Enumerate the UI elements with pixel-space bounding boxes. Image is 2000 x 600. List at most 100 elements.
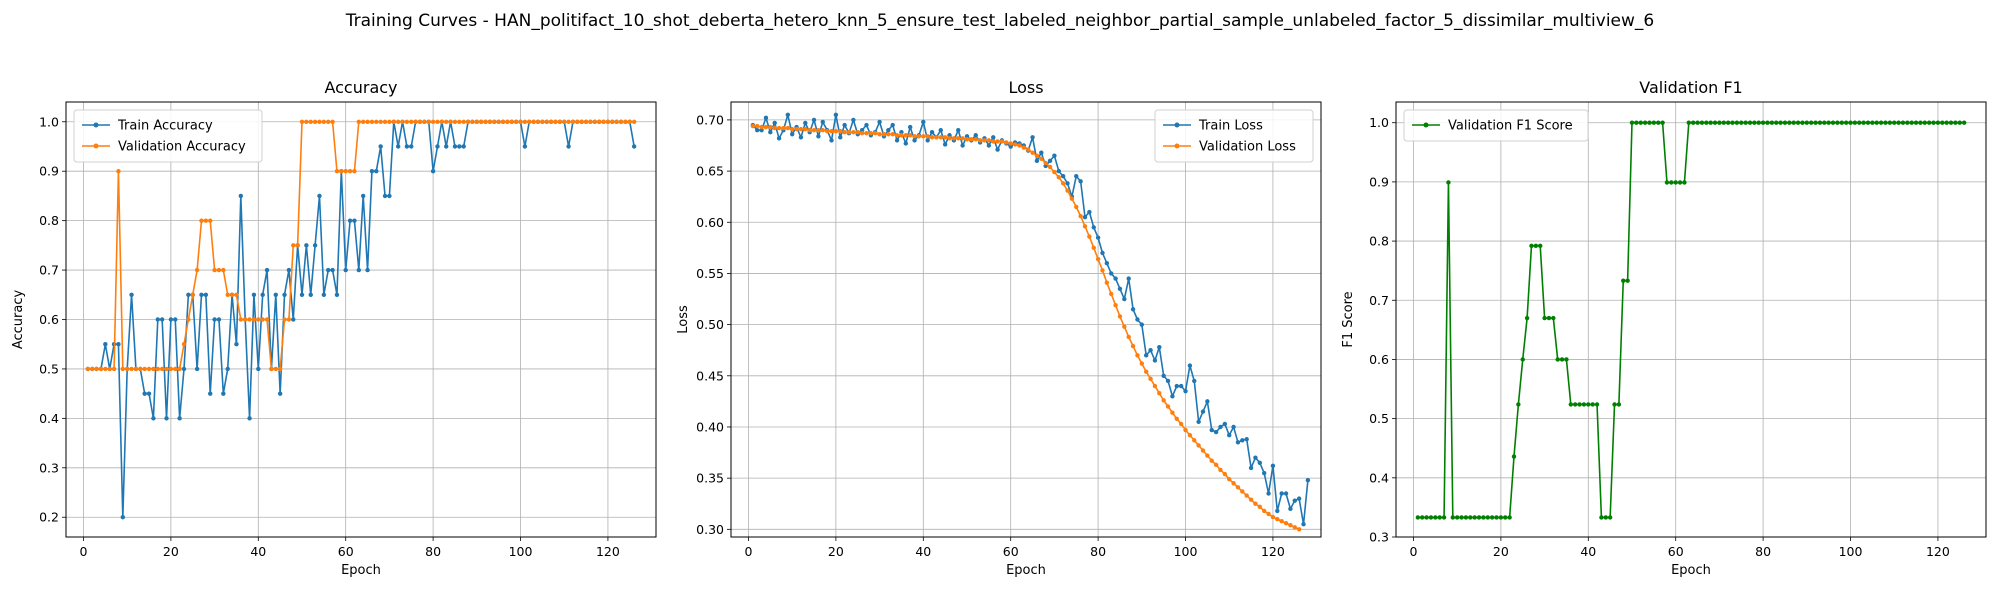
data-point — [435, 144, 440, 149]
data-point — [1174, 416, 1179, 421]
x-tick-label: 120 — [596, 544, 620, 559]
data-point — [1143, 353, 1149, 358]
data-point — [1301, 522, 1306, 527]
data-point — [1787, 120, 1792, 125]
data-point — [291, 243, 296, 248]
data-point — [1148, 348, 1153, 353]
data-point — [1616, 402, 1622, 407]
data-point — [531, 119, 536, 124]
data-point — [518, 119, 523, 124]
data-point — [1100, 268, 1105, 273]
data-point — [103, 366, 108, 372]
data-point — [1161, 373, 1166, 378]
legend-marker — [1174, 122, 1180, 128]
data-point — [256, 317, 261, 322]
data-point — [1489, 515, 1495, 520]
data-point — [1056, 168, 1061, 174]
data-point — [1091, 225, 1096, 230]
y-tick-label: 0.7 — [39, 263, 59, 278]
data-point — [1266, 511, 1271, 517]
data-point — [286, 317, 292, 322]
data-point — [833, 112, 839, 117]
data-point — [768, 124, 773, 130]
data-point — [339, 169, 344, 174]
data-point — [1905, 120, 1910, 125]
data-point — [1004, 140, 1009, 145]
x-tick-label: 120 — [1261, 544, 1285, 559]
data-point — [129, 292, 134, 297]
y-tick-label: 0.35 — [696, 471, 724, 486]
data-point — [1922, 120, 1928, 125]
data-point — [1192, 378, 1197, 384]
data-point — [194, 366, 200, 372]
data-point — [1122, 296, 1127, 302]
data-point — [1231, 481, 1236, 486]
data-point — [1253, 501, 1258, 506]
data-point — [1725, 120, 1731, 125]
data-point — [334, 292, 340, 297]
data-point — [1196, 419, 1201, 425]
data-point — [755, 123, 760, 129]
data-point — [1647, 120, 1652, 125]
data-point — [1143, 369, 1149, 374]
data-point — [444, 144, 449, 149]
data-point — [1826, 120, 1831, 125]
y-tick-label: 0.3 — [1369, 530, 1389, 545]
data-point — [1800, 120, 1805, 125]
data-point — [894, 133, 900, 138]
data-point — [886, 127, 891, 133]
data-point — [1870, 120, 1875, 125]
data-point — [1213, 462, 1219, 468]
data-point — [1424, 515, 1429, 520]
legend-box — [73, 109, 263, 163]
data-point — [1292, 525, 1297, 530]
data-point — [579, 119, 584, 124]
data-point — [1113, 276, 1118, 281]
data-point — [1047, 158, 1053, 164]
data-point — [1420, 515, 1425, 520]
data-point — [1240, 438, 1245, 443]
data-point — [842, 129, 847, 135]
x-tick-label: 0 — [745, 544, 753, 559]
data-point — [1756, 120, 1761, 125]
data-point — [1887, 120, 1893, 125]
data-point — [1148, 376, 1153, 382]
data-point — [1257, 460, 1263, 465]
data-point — [1095, 235, 1101, 240]
x-tick-label: 100 — [1839, 544, 1863, 559]
data-point — [505, 119, 510, 124]
data-point — [186, 292, 191, 297]
data-point — [216, 317, 222, 322]
data-point — [1660, 120, 1665, 125]
data-point — [824, 128, 830, 134]
data-point — [242, 317, 248, 322]
data-point — [1874, 120, 1879, 125]
data-point — [212, 267, 217, 273]
data-point — [1848, 120, 1853, 125]
x-tick-label: 60 — [1003, 544, 1019, 559]
data-point — [203, 218, 209, 223]
data-point — [631, 119, 637, 124]
data-point — [1078, 213, 1083, 219]
y-tick-label: 0.9 — [1369, 174, 1389, 189]
data-point — [474, 119, 480, 124]
data-point — [921, 134, 926, 139]
data-point — [1730, 120, 1735, 125]
data-point — [1577, 402, 1582, 407]
chart-panel-2: 0 20 40 60 80 100 120 0.30 0.35 0.40 0.45 0.50 0.55 0… — [676, 78, 1322, 578]
data-point — [181, 342, 187, 347]
data-point — [1091, 245, 1096, 251]
data-point — [1695, 120, 1700, 125]
data-point — [995, 147, 1000, 152]
data-point — [807, 127, 812, 133]
data-point — [1590, 402, 1595, 407]
data-point — [566, 119, 571, 124]
y-axis-label: F1 Score — [1341, 291, 1356, 347]
data-point — [326, 267, 331, 273]
data-point — [1235, 440, 1241, 445]
data-point — [1209, 458, 1214, 463]
legend-label: Validation F1 Score — [1448, 119, 1573, 134]
data-point — [1178, 383, 1184, 389]
data-point — [1052, 169, 1057, 175]
data-point — [1555, 357, 1560, 362]
